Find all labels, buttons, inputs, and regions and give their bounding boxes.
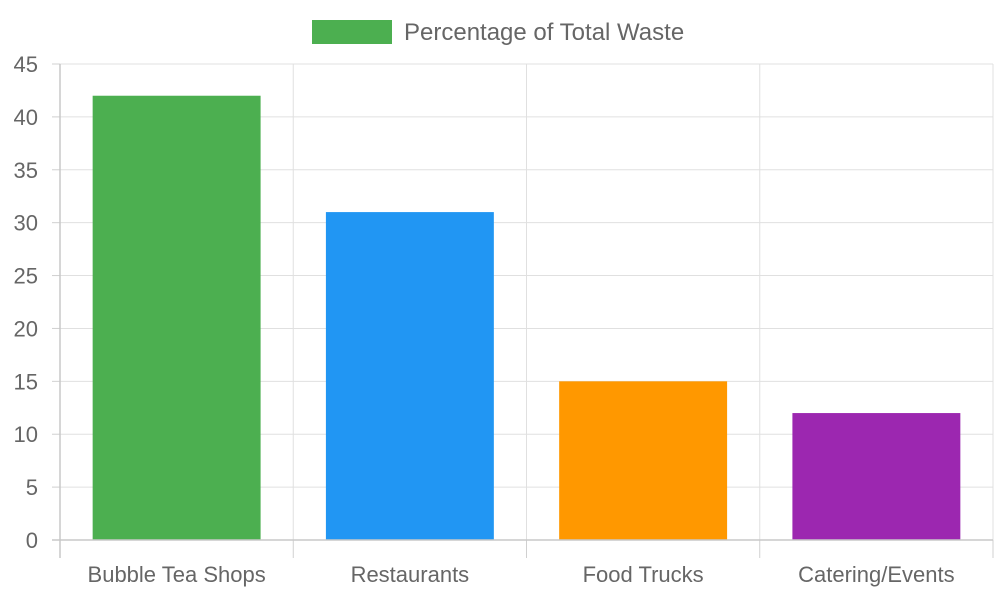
y-tick-label: 0 [26,528,38,553]
x-tick-label: Restaurants [351,562,470,587]
y-tick-label: 20 [14,316,38,341]
bar-food-trucks[interactable] [559,381,728,540]
y-tick-label: 10 [14,422,38,447]
axes: 0 5 10 15 20 25 30 35 40 45 Bubble Tea Shops Restau… [14,52,994,587]
y-tick-label: 25 [14,264,38,289]
x-tick-label: Bubble Tea Shops [88,562,266,587]
y-tick-label: 40 [14,105,38,130]
y-tick-label: 15 [14,369,38,394]
bar-catering-events[interactable] [792,413,961,540]
x-tick-label: Food Trucks [583,562,704,587]
bar-bubble-tea-shops[interactable] [92,95,261,540]
y-tick-label: 5 [26,475,38,500]
x-tick-label: Catering/Events [798,562,955,587]
legend[interactable]: Percentage of Total Waste [312,19,684,46]
bar-restaurants[interactable] [325,212,494,541]
y-tick-label: 35 [14,158,38,183]
y-tick-label: 45 [14,52,38,77]
bars [92,95,961,541]
y-tick-label: 30 [14,211,38,236]
legend-label: Percentage of Total Waste [404,19,684,46]
legend-swatch [312,20,392,44]
